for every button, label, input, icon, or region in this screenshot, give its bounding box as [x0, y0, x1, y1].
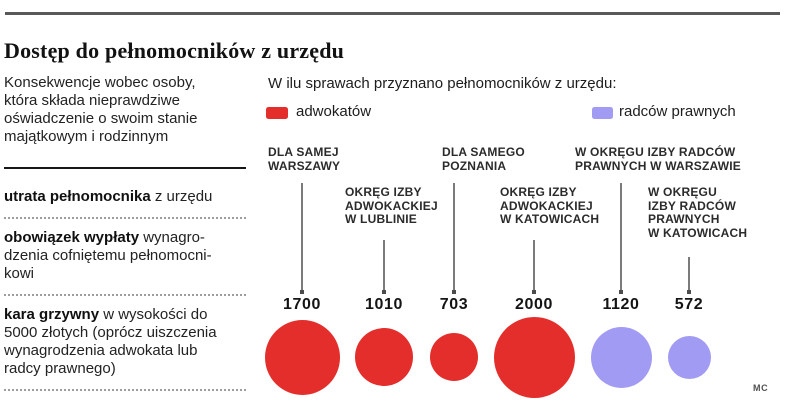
solid-divider	[4, 167, 246, 169]
consequence-line: obowiązek wypłaty wynagro-	[4, 229, 205, 246]
consequences-intro: Konsekwencje wobec osoby, która składa ni…	[4, 74, 246, 146]
consequence-line: kara grzywny w wysokości do	[4, 306, 208, 323]
consequence-line: 5000 złotych (oprócz uiszczenia	[4, 324, 217, 341]
legend-label-radcowie: radców prawnych	[619, 103, 736, 120]
legend-swatch-radcowie	[592, 107, 613, 119]
consequence-line: radcy prawnego)	[4, 360, 116, 377]
legend-swatch-adwokaci	[266, 107, 288, 119]
bubble-connector-tip	[452, 290, 456, 294]
page-title: Dostęp do pełnomocników z urzędu	[4, 37, 345, 63]
bubble-value: 1700	[283, 296, 321, 313]
bubble-circle	[590, 326, 652, 388]
intro-line: Konsekwencje wobec osoby,	[4, 74, 196, 91]
bubble-connector-tip	[532, 290, 536, 294]
credit-mark: MC	[753, 383, 769, 393]
bubble-value: 1120	[602, 296, 640, 313]
bubble-connector-line	[453, 183, 455, 290]
bubble-circle	[430, 333, 478, 381]
intro-line: która składa nieprawdziwe	[4, 92, 180, 109]
bubble-connector-tip	[382, 290, 386, 294]
consequence-item: obowiązek wypłaty wynagro-dzenia cofnięt…	[4, 229, 246, 296]
intro-line: oświadczenie o swoim stanie	[4, 110, 198, 127]
bubble-value: 1010	[365, 296, 403, 313]
bubble-connector-line	[688, 257, 690, 290]
bubble-connector-line	[301, 183, 303, 290]
consequence-line: wynagrodzenia adwokata lub	[4, 342, 198, 359]
bubble-connector-line	[533, 240, 535, 290]
chart-question: W ilu sprawach przyznano pełnomocników z…	[268, 75, 617, 92]
bubble-circle	[667, 335, 711, 379]
bubble-value: 2000	[515, 296, 553, 313]
bubble-value: 572	[674, 296, 704, 313]
bubble-connector-line	[620, 183, 622, 290]
bubble-circle	[355, 328, 413, 386]
bubble-label: DLA SAMEGO POZNANIA	[442, 145, 525, 173]
consequence-item: kara grzywny w wysokości do 5000 złotych …	[4, 306, 246, 391]
bubble-value: 703	[439, 296, 469, 313]
consequence-line: utrata pełnomocnika z urzędu	[4, 188, 213, 205]
bubble-label: OKRĘG IZBY ADWOKACKIEJ W LUBLINIE	[345, 185, 438, 226]
legend-label-adwokaci: adwokatów	[296, 103, 372, 120]
consequence-line: dzenia cofniętemu pełnomocni-	[4, 247, 212, 264]
bubble-connector-tip	[300, 290, 304, 294]
bubble-connector-line	[383, 240, 385, 290]
bubble-connector-tip	[687, 290, 691, 294]
top-rule	[5, 12, 780, 15]
bubble-label: W OKRĘGU IZBY RADCÓW PRAWNYCH W KATOWICACH	[648, 185, 748, 240]
bubble-label: DLA SAMEJ WARSZAWY	[268, 145, 341, 173]
bubble-circle	[493, 316, 575, 398]
bubble-connector-tip	[619, 290, 623, 294]
intro-line: majątkowym i rodzinnym	[4, 128, 169, 145]
bubble-label: W OKRĘGU IZBY RADCÓW PRAWNYCH W WARSZAWIE	[575, 145, 741, 173]
consequences-list: utrata pełnomocnika z urzędu obowiązek wy…	[4, 188, 246, 401]
bubble-label: OKRĘG IZBY ADWOKACKIEJ W KATOWICACH	[500, 185, 600, 226]
bubble-circle	[264, 319, 340, 395]
consequence-item: utrata pełnomocnika z urzędu	[4, 188, 246, 219]
consequence-line: kowi	[4, 265, 35, 282]
